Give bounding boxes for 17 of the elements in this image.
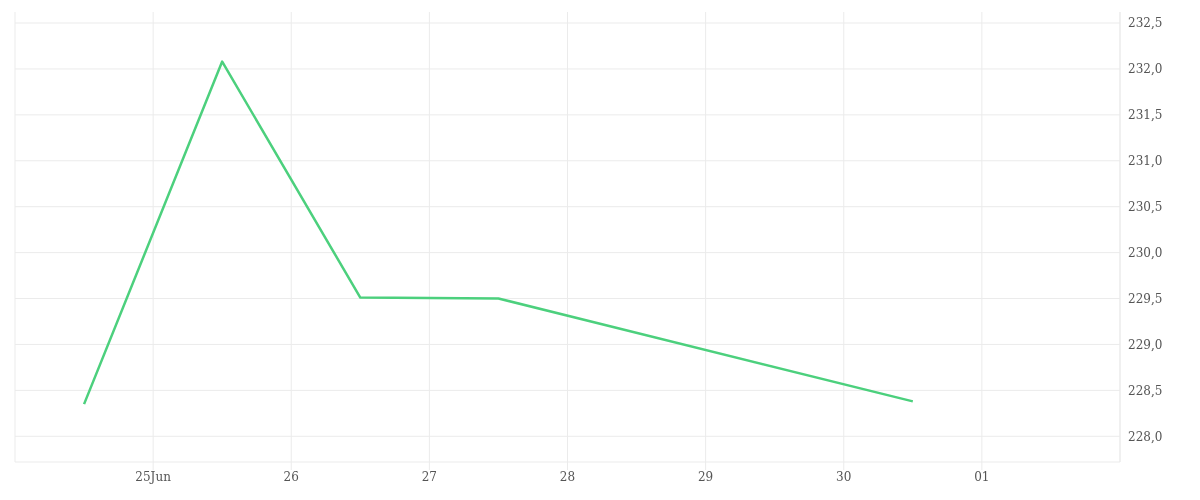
x-tick-label: 25Jun: [135, 469, 172, 484]
y-tick-label: 232,0: [1128, 62, 1163, 77]
y-tick-label: 230,5: [1128, 199, 1163, 214]
y-tick-label: 231,5: [1128, 108, 1163, 123]
x-tick-label: 29: [697, 469, 714, 484]
x-tick-label: 26: [283, 469, 299, 484]
x-tick-label: 28: [559, 469, 576, 484]
y-tick-label: 229,5: [1128, 291, 1163, 306]
x-tick-label: 01: [974, 469, 990, 484]
x-tick-label: 30: [836, 469, 852, 484]
y-tick-label: 230,0: [1128, 245, 1163, 260]
y-tick-label: 232,5: [1128, 16, 1163, 31]
x-tick-label: 27: [421, 469, 438, 484]
y-tick-label: 231,0: [1128, 154, 1163, 169]
y-tick-label: 229,0: [1128, 337, 1163, 352]
y-tick-label: 228,5: [1128, 383, 1163, 398]
y-tick-label: 228,0: [1128, 429, 1163, 444]
